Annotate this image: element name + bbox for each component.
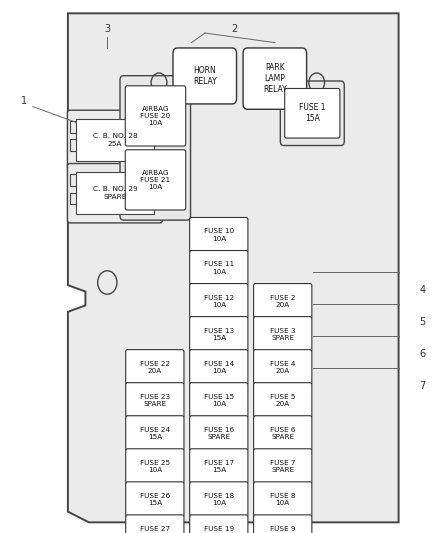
- FancyBboxPatch shape: [254, 383, 312, 418]
- Text: FUSE 18
10A: FUSE 18 10A: [204, 493, 234, 506]
- FancyBboxPatch shape: [70, 140, 77, 151]
- FancyBboxPatch shape: [254, 350, 312, 385]
- Text: 3: 3: [104, 25, 110, 34]
- FancyBboxPatch shape: [254, 284, 312, 319]
- FancyBboxPatch shape: [125, 86, 186, 146]
- Text: FUSE 7
SPARE: FUSE 7 SPARE: [270, 460, 296, 473]
- Text: FUSE 19
10A: FUSE 19 10A: [204, 526, 234, 533]
- FancyBboxPatch shape: [190, 515, 248, 533]
- Text: 5: 5: [420, 318, 426, 327]
- FancyBboxPatch shape: [173, 48, 237, 104]
- FancyBboxPatch shape: [280, 81, 344, 146]
- Text: 1: 1: [21, 96, 27, 106]
- FancyBboxPatch shape: [190, 284, 248, 319]
- FancyBboxPatch shape: [70, 174, 77, 186]
- Text: FUSE 4
20A: FUSE 4 20A: [270, 361, 296, 374]
- Text: 7: 7: [420, 382, 426, 391]
- FancyBboxPatch shape: [126, 350, 184, 385]
- Text: AIRBAG
FUSE 21
10A: AIRBAG FUSE 21 10A: [141, 169, 170, 190]
- Text: FUSE 10
10A: FUSE 10 10A: [204, 229, 234, 241]
- Text: AIRBAG
FUSE 20
10A: AIRBAG FUSE 20 10A: [141, 106, 170, 126]
- Text: FUSE 2
20A: FUSE 2 20A: [270, 295, 296, 308]
- Text: FUSE 6
SPARE: FUSE 6 SPARE: [270, 427, 296, 440]
- Text: FUSE 12
10A: FUSE 12 10A: [204, 295, 234, 308]
- FancyBboxPatch shape: [254, 482, 312, 517]
- FancyBboxPatch shape: [190, 251, 248, 286]
- Text: FUSE 5
20A: FUSE 5 20A: [270, 394, 296, 407]
- FancyBboxPatch shape: [153, 121, 160, 133]
- FancyBboxPatch shape: [285, 88, 340, 138]
- FancyBboxPatch shape: [153, 174, 160, 186]
- FancyBboxPatch shape: [125, 150, 186, 210]
- Text: FUSE 17
15A: FUSE 17 15A: [204, 460, 234, 473]
- Text: 4: 4: [420, 286, 426, 295]
- Text: 6: 6: [420, 350, 426, 359]
- FancyBboxPatch shape: [67, 164, 162, 223]
- Text: HORN
RELAY: HORN RELAY: [193, 66, 217, 86]
- FancyBboxPatch shape: [190, 482, 248, 517]
- FancyBboxPatch shape: [190, 217, 248, 253]
- FancyBboxPatch shape: [243, 48, 307, 109]
- FancyBboxPatch shape: [76, 172, 154, 214]
- Text: FUSE 27
10A: FUSE 27 10A: [140, 526, 170, 533]
- FancyBboxPatch shape: [126, 383, 184, 418]
- FancyBboxPatch shape: [254, 515, 312, 533]
- FancyBboxPatch shape: [190, 449, 248, 484]
- Text: FUSE 24
15A: FUSE 24 15A: [140, 427, 170, 440]
- FancyBboxPatch shape: [67, 110, 162, 169]
- Text: FUSE 14
10A: FUSE 14 10A: [204, 361, 234, 374]
- FancyBboxPatch shape: [70, 121, 77, 133]
- FancyBboxPatch shape: [190, 317, 248, 352]
- Text: FUSE 16
SPARE: FUSE 16 SPARE: [204, 427, 234, 440]
- Text: FUSE 11
10A: FUSE 11 10A: [204, 262, 234, 274]
- FancyBboxPatch shape: [153, 140, 160, 151]
- Text: FUSE 13
15A: FUSE 13 15A: [204, 328, 234, 341]
- Text: FUSE 9
5A: FUSE 9 5A: [270, 526, 296, 533]
- Text: FUSE 22
20A: FUSE 22 20A: [140, 361, 170, 374]
- FancyBboxPatch shape: [190, 416, 248, 451]
- Text: C. B. NO. 28
25A: C. B. NO. 28 25A: [92, 133, 138, 147]
- FancyBboxPatch shape: [254, 416, 312, 451]
- Text: FUSE 1
15A: FUSE 1 15A: [299, 103, 325, 123]
- Text: C. B. NO. 29
SPARE: C. B. NO. 29 SPARE: [92, 187, 138, 200]
- Polygon shape: [68, 13, 399, 522]
- FancyBboxPatch shape: [120, 76, 191, 220]
- FancyBboxPatch shape: [254, 317, 312, 352]
- FancyBboxPatch shape: [190, 350, 248, 385]
- FancyBboxPatch shape: [153, 193, 160, 205]
- FancyBboxPatch shape: [70, 193, 77, 205]
- FancyBboxPatch shape: [76, 119, 154, 161]
- FancyBboxPatch shape: [254, 449, 312, 484]
- Text: PARK
LAMP
RELAY: PARK LAMP RELAY: [263, 63, 287, 94]
- Text: FUSE 8
10A: FUSE 8 10A: [270, 493, 296, 506]
- Text: FUSE 15
10A: FUSE 15 10A: [204, 394, 234, 407]
- FancyBboxPatch shape: [126, 482, 184, 517]
- Text: FUSE 3
SPARE: FUSE 3 SPARE: [270, 328, 296, 341]
- Text: FUSE 25
10A: FUSE 25 10A: [140, 460, 170, 473]
- FancyBboxPatch shape: [190, 383, 248, 418]
- Text: FUSE 26
15A: FUSE 26 15A: [140, 493, 170, 506]
- FancyBboxPatch shape: [126, 515, 184, 533]
- Text: 2: 2: [231, 25, 237, 34]
- FancyBboxPatch shape: [126, 449, 184, 484]
- FancyBboxPatch shape: [126, 416, 184, 451]
- Text: FUSE 23
SPARE: FUSE 23 SPARE: [140, 394, 170, 407]
